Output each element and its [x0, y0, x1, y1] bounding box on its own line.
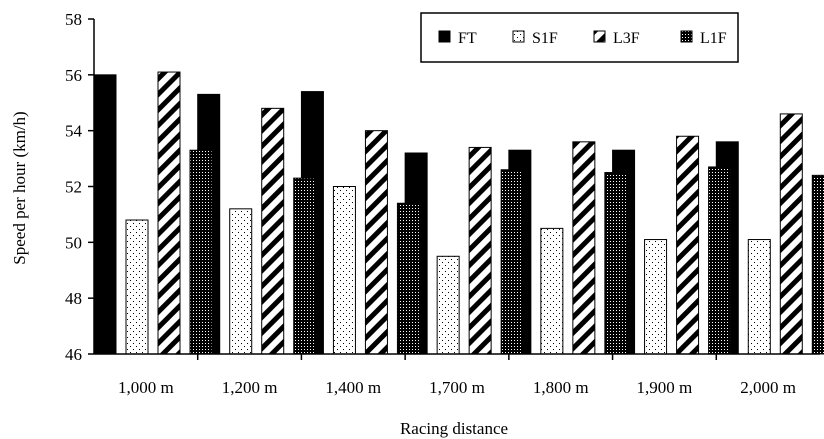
y-tick-label: 52 — [65, 178, 82, 197]
y-tick-label: 54 — [65, 122, 83, 141]
bar-l3f-3 — [468, 146, 492, 355]
bar-l1f-4 — [604, 172, 628, 355]
bar-l1f-2 — [396, 202, 420, 355]
bar-s1f-3 — [436, 255, 460, 355]
bar-s1f-4 — [540, 227, 564, 355]
legend-items: FT S1F L3F L1F — [438, 30, 727, 47]
bar-s1f-0 — [125, 219, 149, 355]
bar-l1f-0 — [189, 149, 213, 355]
y-ticks-group: 46 48 50 52 54 56 58 — [65, 10, 94, 364]
bar-l1f-6 — [811, 174, 824, 355]
x-tick-label: 2,000 m — [740, 378, 796, 397]
legend-swatch-l3f — [593, 30, 606, 43]
bar-l3f-4 — [572, 141, 596, 355]
bar-l1f-1 — [293, 177, 317, 355]
bar-l1f-3 — [500, 169, 524, 355]
y-tick-label: 46 — [65, 345, 82, 364]
legend-swatch-ft — [438, 30, 451, 43]
bar-s1f-2 — [332, 186, 356, 355]
y-tick-label: 56 — [65, 66, 82, 85]
bar-ft-0 — [93, 74, 117, 355]
x-axis-label: Racing distance — [400, 419, 508, 438]
y-tick-label: 50 — [65, 233, 82, 252]
bar-l3f-2 — [364, 130, 388, 355]
legend-swatch-s1f — [512, 30, 525, 43]
x-ticks-group: 1,000 m 1,200 m 1,400 m 1,700 m 1,800 m 1,900… — [118, 354, 796, 397]
legend-label-s1f: S1F — [532, 30, 558, 47]
bar-l3f-6 — [779, 113, 803, 355]
legend-label-l3f: L3F — [613, 30, 640, 47]
bar-l3f-1 — [261, 107, 285, 355]
x-tick-label: 1,700 m — [429, 378, 485, 397]
legend: FT S1F L3F L1F — [420, 12, 739, 63]
legend-label-ft: FT — [458, 30, 477, 47]
x-tick-label: 1,200 m — [222, 378, 278, 397]
y-tick-label: 48 — [65, 289, 82, 308]
x-tick-label: 1,900 m — [637, 378, 693, 397]
x-tick-label: 1,800 m — [533, 378, 589, 397]
bars-group — [93, 71, 824, 355]
bar-s1f-5 — [644, 239, 668, 355]
x-tick-label: 1,000 m — [118, 378, 174, 397]
x-tick-label: 1,400 m — [325, 378, 381, 397]
bar-s1f-1 — [229, 208, 253, 355]
bar-l3f-0 — [157, 71, 181, 355]
y-axis-label: Speed per hour (km/h) — [10, 111, 29, 264]
bar-l3f-5 — [676, 135, 700, 355]
legend-label-l1f: L1F — [700, 30, 727, 47]
bar-s1f-6 — [747, 239, 771, 355]
y-tick-label: 58 — [65, 10, 82, 29]
legend-swatch-l1f — [680, 30, 693, 43]
bar-l1f-5 — [708, 166, 732, 355]
